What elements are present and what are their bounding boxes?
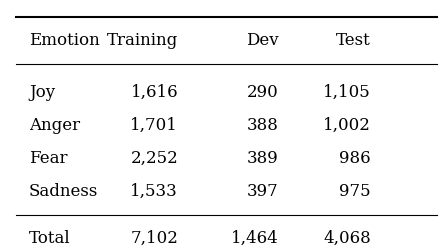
Text: 1,533: 1,533	[131, 183, 178, 200]
Text: 1,002: 1,002	[323, 117, 371, 134]
Text: Anger: Anger	[29, 117, 80, 134]
Text: 1,701: 1,701	[130, 117, 178, 134]
Text: Total: Total	[29, 230, 71, 247]
Text: Joy: Joy	[29, 84, 55, 101]
Text: 1,464: 1,464	[231, 230, 279, 247]
Text: 1,616: 1,616	[131, 84, 178, 101]
Text: Fear: Fear	[29, 150, 67, 167]
Text: Sadness: Sadness	[29, 183, 99, 200]
Text: 388: 388	[247, 117, 279, 134]
Text: 986: 986	[340, 150, 371, 167]
Text: Test: Test	[336, 32, 371, 49]
Text: 975: 975	[340, 183, 371, 200]
Text: 4,068: 4,068	[323, 230, 371, 247]
Text: 2,252: 2,252	[131, 150, 178, 167]
Text: Dev: Dev	[246, 32, 279, 49]
Text: Emotion: Emotion	[29, 32, 100, 49]
Text: 290: 290	[247, 84, 279, 101]
Text: 389: 389	[247, 150, 279, 167]
Text: 397: 397	[247, 183, 279, 200]
Text: 1,105: 1,105	[323, 84, 371, 101]
Text: 7,102: 7,102	[130, 230, 178, 247]
Text: Training: Training	[107, 32, 178, 49]
